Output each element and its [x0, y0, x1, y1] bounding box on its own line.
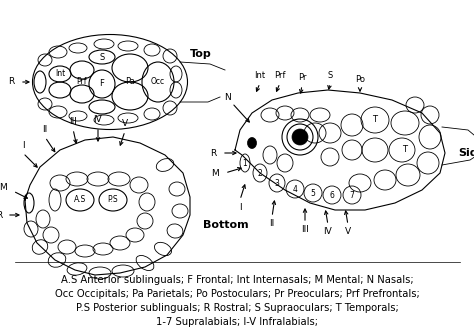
Text: S: S [100, 53, 105, 62]
Text: 3: 3 [274, 179, 280, 188]
Text: F: F [100, 79, 104, 88]
Ellipse shape [247, 137, 256, 148]
Text: V: V [345, 227, 351, 237]
Text: Int: Int [255, 71, 265, 80]
Text: Occ: Occ [151, 77, 165, 86]
Text: Po: Po [355, 75, 365, 84]
Text: A.S: A.S [74, 196, 86, 204]
Text: P.S: P.S [108, 196, 118, 204]
Text: T: T [373, 116, 377, 125]
Text: Side: Side [458, 148, 474, 158]
Text: I: I [22, 141, 24, 150]
Text: R: R [8, 77, 14, 86]
Text: I: I [239, 202, 241, 211]
Text: 7: 7 [349, 191, 355, 200]
Text: R: R [210, 148, 216, 157]
Text: III: III [69, 118, 77, 127]
Text: V: V [122, 120, 128, 129]
Text: A.S Anterior sublinguals; F Frontal; Int Internasals; M Mental; N Nasals;: A.S Anterior sublinguals; F Frontal; Int… [61, 275, 413, 285]
Text: 1: 1 [243, 158, 247, 168]
Text: M: M [0, 183, 7, 192]
Text: Pr: Pr [298, 73, 306, 82]
Text: R: R [0, 210, 2, 219]
Text: Top: Top [190, 49, 212, 59]
Text: 4: 4 [292, 185, 298, 194]
Text: IV: IV [324, 227, 332, 237]
Text: Bottom: Bottom [203, 220, 249, 230]
Text: III: III [301, 225, 309, 234]
Text: Int: Int [55, 69, 65, 78]
Text: Pa: Pa [125, 77, 135, 86]
Text: Prf: Prf [77, 77, 87, 86]
Text: Prf: Prf [274, 71, 286, 80]
Text: Occ Occipitals; Pa Parietals; Po Postoculars; Pr Preoculars; Prf Prefrontals;: Occ Occipitals; Pa Parietals; Po Postocu… [55, 289, 419, 299]
Text: P.S Posterior sublinguals; R Rostral; S Supraoculars; T Temporals;: P.S Posterior sublinguals; R Rostral; S … [76, 303, 398, 313]
Circle shape [287, 124, 313, 150]
Text: 2: 2 [258, 169, 263, 178]
Text: N: N [225, 92, 231, 102]
Text: IV: IV [94, 116, 102, 125]
Text: S: S [328, 71, 333, 80]
Text: II: II [269, 219, 274, 228]
Text: II: II [42, 126, 47, 134]
Text: M: M [211, 169, 219, 178]
Text: 1-7 Supralabials; I-V Infralabials;: 1-7 Supralabials; I-V Infralabials; [156, 317, 318, 327]
Circle shape [292, 129, 308, 145]
Text: 5: 5 [310, 189, 315, 198]
Text: 6: 6 [329, 191, 335, 200]
Text: T: T [402, 145, 408, 154]
